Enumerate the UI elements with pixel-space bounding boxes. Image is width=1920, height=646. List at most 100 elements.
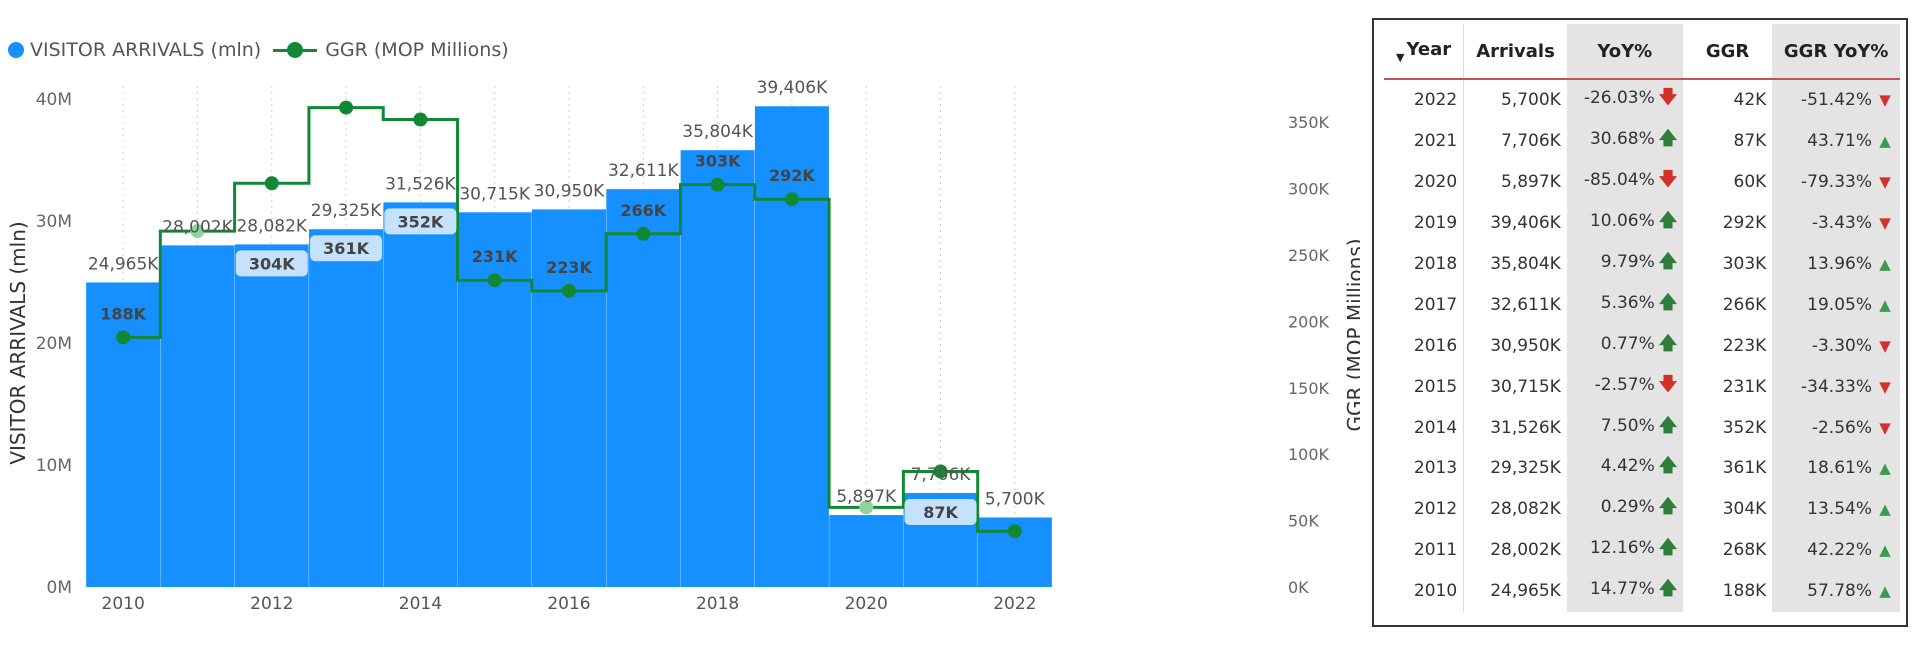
cell-arrivals: 28,002K — [1490, 540, 1561, 561]
y-tick-label: 10M — [36, 456, 72, 476]
cell-yoy: 14.77% 🡅 — [1566, 570, 1683, 612]
ggr-point — [933, 464, 948, 479]
column-header-ggr[interactable]: GGR — [1682, 24, 1773, 80]
legend-item-arrivals[interactable]: VISITOR ARRIVALS (mln) — [8, 39, 261, 61]
cell-arrivals: 5,700K — [1501, 90, 1561, 111]
triangle-down-icon: ▼ — [1879, 418, 1891, 437]
cell-arrivals: 7,706K — [1501, 131, 1561, 152]
table-row[interactable]: 2021 7,706K 30.68% 🡅 87K 43.71% ▲ — [1384, 120, 1900, 162]
cell-year: 2019 — [1384, 202, 1465, 244]
cell-arrivals: 32,611K — [1490, 294, 1561, 315]
arrow-up-icon: 🡅 — [1658, 537, 1678, 559]
ggr-data-label: 292K — [769, 166, 815, 185]
sort-descending-icon[interactable]: ▼ — [1396, 50, 1405, 64]
x-tick-label: 2014 — [399, 594, 442, 614]
table-row[interactable]: 2020 5,897K -85.04% 🡇 60K -79.33% ▼ — [1384, 161, 1900, 203]
column-header-yoy[interactable]: YoY% — [1566, 24, 1683, 80]
table-row[interactable]: 2015 30,715K -2.57% 🡇 231K -34.33% ▼ — [1384, 366, 1900, 408]
chart-legend: VISITOR ARRIVALS (mln) GGR (MOP Millions… — [8, 38, 521, 62]
cell-arrivals: 28,082K — [1490, 499, 1561, 520]
table-row[interactable]: 2022 5,700K -26.03% 🡇 42K -51.42% ▼ — [1384, 79, 1900, 121]
triangle-down-icon: ▼ — [1879, 214, 1891, 233]
bar-data-label: 7,706K — [911, 465, 972, 485]
ggr-data-label: 352K — [397, 212, 443, 231]
cell-ggr: 42K — [1733, 90, 1767, 111]
cell-yoy: -2.57% 🡇 — [1566, 366, 1683, 408]
bar — [160, 245, 235, 587]
ggr-label-pill — [904, 498, 977, 525]
ggr-data-label: 87K — [923, 503, 958, 522]
table-row[interactable]: 2010 24,965K 14.77% 🡅 188K 57.78% ▲ — [1384, 570, 1900, 612]
cell-year: 2021 — [1384, 120, 1465, 162]
cell-ggr-yoy: 19.05% ▲ — [1772, 284, 1900, 326]
bar-data-label: 5,897K — [836, 487, 897, 507]
cell-ggr: 231K — [1722, 376, 1767, 397]
x-tick-label: 2012 — [250, 594, 293, 614]
cell-arrivals: 31,526K — [1490, 417, 1561, 438]
triangle-up-icon: ▲ — [1879, 132, 1891, 151]
cell-arrivals: 5,897K — [1501, 172, 1561, 193]
bar — [532, 209, 606, 587]
triangle-up-icon: ▲ — [1879, 295, 1891, 314]
ggr-point — [1007, 524, 1022, 539]
bar-data-label: 30,950K — [534, 181, 605, 201]
cell-year: 2012 — [1384, 488, 1465, 530]
table-row[interactable]: 2017 32,611K 5.36% 🡅 266K 19.05% ▲ — [1384, 284, 1900, 326]
bar-data-label: 35,804K — [682, 122, 753, 142]
column-header-arrivals[interactable]: Arrivals — [1463, 24, 1567, 80]
cell-yoy: 30.68% 🡅 — [1566, 120, 1683, 162]
ggr-label-pill — [310, 235, 383, 262]
cell-ggr-yoy: 43.71% ▲ — [1772, 120, 1900, 162]
y2-tick-label: 100K — [1288, 445, 1330, 464]
bar — [829, 515, 904, 587]
arrow-down-icon: 🡇 — [1658, 169, 1678, 191]
table-row[interactable]: 2011 28,002K 12.16% 🡅 268K 42.22% ▲ — [1384, 529, 1900, 571]
table-header-row: ▼ Year Arrivals YoY% GGR GGR YoY% — [1384, 24, 1900, 80]
ggr-data-label: 231K — [472, 247, 518, 266]
cell-year: 2016 — [1384, 325, 1465, 367]
cell-ggr: 87K — [1733, 131, 1767, 152]
cell-ggr-yoy: -34.33% ▼ — [1772, 366, 1900, 408]
ggr-point — [116, 330, 131, 345]
cell-yoy: 4.42% 🡅 — [1566, 448, 1683, 489]
triangle-down-icon: ▼ — [1879, 173, 1891, 192]
table-row[interactable]: 2018 35,804K 9.79% 🡅 303K 13.96% ▲ — [1384, 243, 1900, 285]
column-header-ggr-yoy[interactable]: GGR YoY% — [1772, 24, 1900, 80]
legend-item-ggr[interactable]: GGR (MOP Millions) — [273, 39, 509, 61]
cell-arrivals: 35,804K — [1490, 254, 1561, 274]
arrow-up-icon: 🡅 — [1658, 291, 1678, 313]
x-tick-label: 2020 — [845, 594, 888, 614]
bar — [234, 244, 309, 587]
bar-data-label: 28,082K — [236, 216, 307, 236]
table-row[interactable]: 2019 39,406K 10.06% 🡅 292K -3.43% ▼ — [1384, 202, 1900, 244]
ggr-label-pill — [235, 250, 308, 277]
combo-chart: 0M 10M 20M 30M 40M 0K 50K 100K 150K 200K 250K 300K 3… — [6, 78, 1360, 614]
cell-year: 2022 — [1384, 79, 1465, 121]
y-tick-label: 30M — [36, 212, 72, 232]
ggr-point — [190, 224, 205, 239]
cell-ggr: 361K — [1722, 458, 1767, 479]
cell-ggr: 304K — [1722, 499, 1767, 520]
cell-arrivals: 24,965K — [1490, 581, 1561, 602]
cell-ggr-yoy: -51.42% ▼ — [1772, 79, 1900, 121]
table-row[interactable]: 2013 29,325K 4.42% 🡅 361K 18.61% ▲ — [1384, 448, 1900, 489]
arrow-up-icon: 🡅 — [1658, 455, 1678, 477]
triangle-down-icon: ▼ — [1879, 91, 1891, 110]
arrow-down-icon: 🡇 — [1658, 373, 1678, 395]
cell-yoy: 10.06% 🡅 — [1566, 202, 1683, 244]
bar-data-label: 30,715K — [459, 184, 530, 204]
table-row[interactable]: 2016 30,950K 0.77% 🡅 223K -3.30% ▼ — [1384, 325, 1900, 367]
table-row[interactable]: 2014 31,526K 7.50% 🡅 352K -2.56% ▼ — [1384, 407, 1900, 449]
bar — [680, 150, 755, 587]
table-row[interactable]: 2012 28,082K 0.29% 🡅 304K 13.54% ▲ — [1384, 488, 1900, 530]
bar — [309, 229, 384, 588]
arrow-up-icon: 🡅 — [1658, 332, 1678, 354]
y-tick-label: 20M — [36, 334, 72, 354]
cell-yoy: 7.50% 🡅 — [1566, 407, 1683, 449]
cell-arrivals: 39,406K — [1490, 213, 1561, 234]
bar-data-label: 39,406K — [757, 78, 828, 98]
ggr-point — [264, 176, 279, 191]
triangle-down-icon: ▼ — [1879, 377, 1891, 396]
column-header-year[interactable]: ▼ Year — [1384, 24, 1465, 80]
y-tick-label: 40M — [36, 90, 72, 110]
